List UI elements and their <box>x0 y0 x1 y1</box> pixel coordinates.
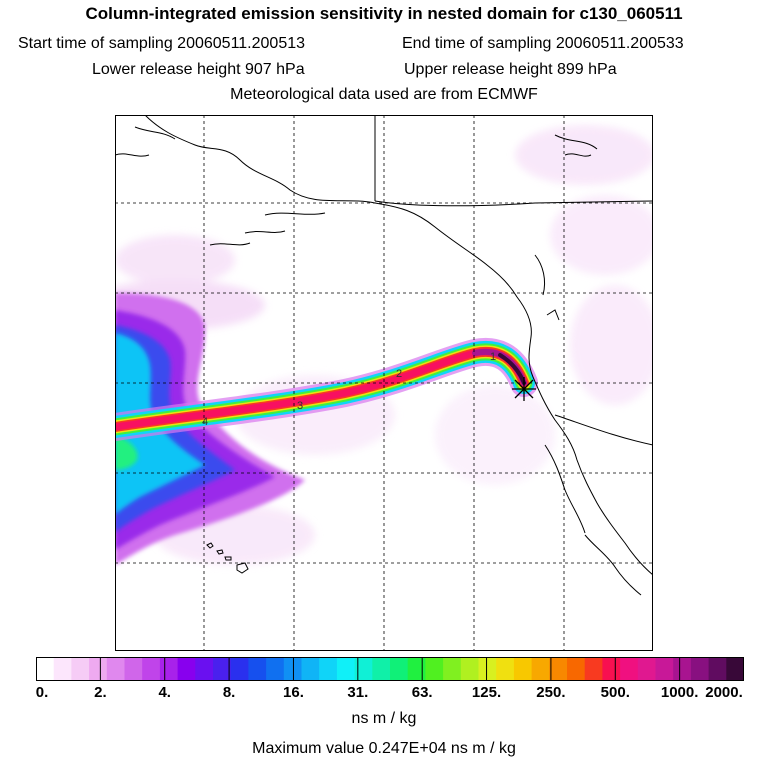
plot-title: Column-integrated emission sensitivity i… <box>85 4 683 23</box>
colorbar-swatch <box>602 657 621 681</box>
colorbar-swatch <box>407 657 426 681</box>
graticule <box>115 115 653 651</box>
colorbar-tick-label: 16. <box>283 684 304 701</box>
colorbar-swatch <box>213 657 232 681</box>
colorbar-swatch <box>53 657 72 681</box>
colorbar-swatch <box>36 657 55 681</box>
colorbar-tick-label: 2. <box>94 684 107 701</box>
colorbar-swatch <box>142 657 161 681</box>
colorbar-tick-label: 8. <box>222 684 236 701</box>
colorbar-swatch <box>726 657 744 681</box>
colorbar-frame <box>36 657 744 681</box>
colorbar-swatch <box>71 657 90 681</box>
colorbar-swatch <box>301 657 320 681</box>
colorbar-swatch <box>655 657 674 681</box>
colorbar-swatch <box>513 657 533 681</box>
colorbar-swatch <box>584 657 603 681</box>
colorbar-tick-label: 63. <box>411 684 433 701</box>
upper-height-label: Upper release height 899 hPa <box>404 61 617 78</box>
colorbar-tick-label: 2000. <box>705 684 743 701</box>
colorbar-tick-label: 500. <box>600 684 630 701</box>
colorbar-swatch <box>620 657 639 681</box>
colorbar-swatch <box>372 657 391 681</box>
colorbar-swatch <box>319 657 338 681</box>
colorbar-swatch <box>443 657 462 681</box>
colorbar <box>36 657 744 681</box>
colorbar-swatch <box>106 657 125 681</box>
colorbar-swatch <box>531 657 550 681</box>
colorbar-swatch <box>708 657 727 681</box>
colorbar-tick-label: 125. <box>471 684 502 701</box>
colorbar-swatch <box>89 657 108 681</box>
colorbar-tick-label: 1000. <box>660 684 699 701</box>
colorbar-tick-label: 31. <box>347 684 369 701</box>
colorbar-swatch <box>230 657 249 681</box>
colorbar-units: ns m / kg <box>351 710 417 727</box>
map-frame <box>115 115 653 651</box>
colorbar-swatch <box>266 657 285 681</box>
colorbar-swatch <box>124 657 143 681</box>
lower-height-label: Lower release height 907 hPa <box>92 61 305 78</box>
plume-day-label: 3 <box>297 400 303 412</box>
end-time-label: End time of sampling 20060511.200533 <box>402 35 684 52</box>
colorbar-swatch <box>637 657 656 681</box>
colorbar-swatch <box>673 657 692 681</box>
colorbar-swatch <box>478 657 497 681</box>
met-data-label: Meteorological data used are from ECMWF <box>230 86 538 103</box>
colorbar-swatch <box>354 657 373 681</box>
colorbar-swatch <box>283 657 302 681</box>
emission-plume <box>115 337 538 441</box>
colorbar-swatch <box>177 657 196 681</box>
coastlines <box>115 115 653 596</box>
colorbar-swatch <box>425 657 444 681</box>
release-point-marker <box>512 377 536 401</box>
colorbar-swatch <box>690 657 710 681</box>
sensitivity-map: 4 3 2 1 <box>115 115 653 651</box>
plume-day-labels: 4 3 2 1 <box>202 351 496 428</box>
plume-day-label: 1 <box>490 351 496 363</box>
colorbar-swatch <box>567 657 586 681</box>
colorbar-tick-label: 250. <box>536 684 566 701</box>
faint-sensitivity-patches <box>115 125 653 565</box>
maximum-value-label: Maximum value 0.247E+04 ns m / kg <box>252 740 516 757</box>
colorbar-swatch <box>248 657 267 681</box>
colorbar-tick-label: 4. <box>158 684 171 701</box>
colorbar-swatch <box>549 657 568 681</box>
colorbar-swatch <box>390 657 409 681</box>
colorbar-tick-label: 0. <box>35 684 49 701</box>
plume-day-label: 2 <box>396 368 402 380</box>
colorbar-swatch <box>460 657 479 681</box>
plume-day-label: 4 <box>202 416 208 428</box>
colorbar-swatch <box>195 657 214 681</box>
colorbar-swatch <box>336 657 356 681</box>
start-time-label: Start time of sampling 20060511.200513 <box>18 35 306 52</box>
colorbar-swatch <box>496 657 515 681</box>
colorbar-swatch <box>159 657 179 681</box>
